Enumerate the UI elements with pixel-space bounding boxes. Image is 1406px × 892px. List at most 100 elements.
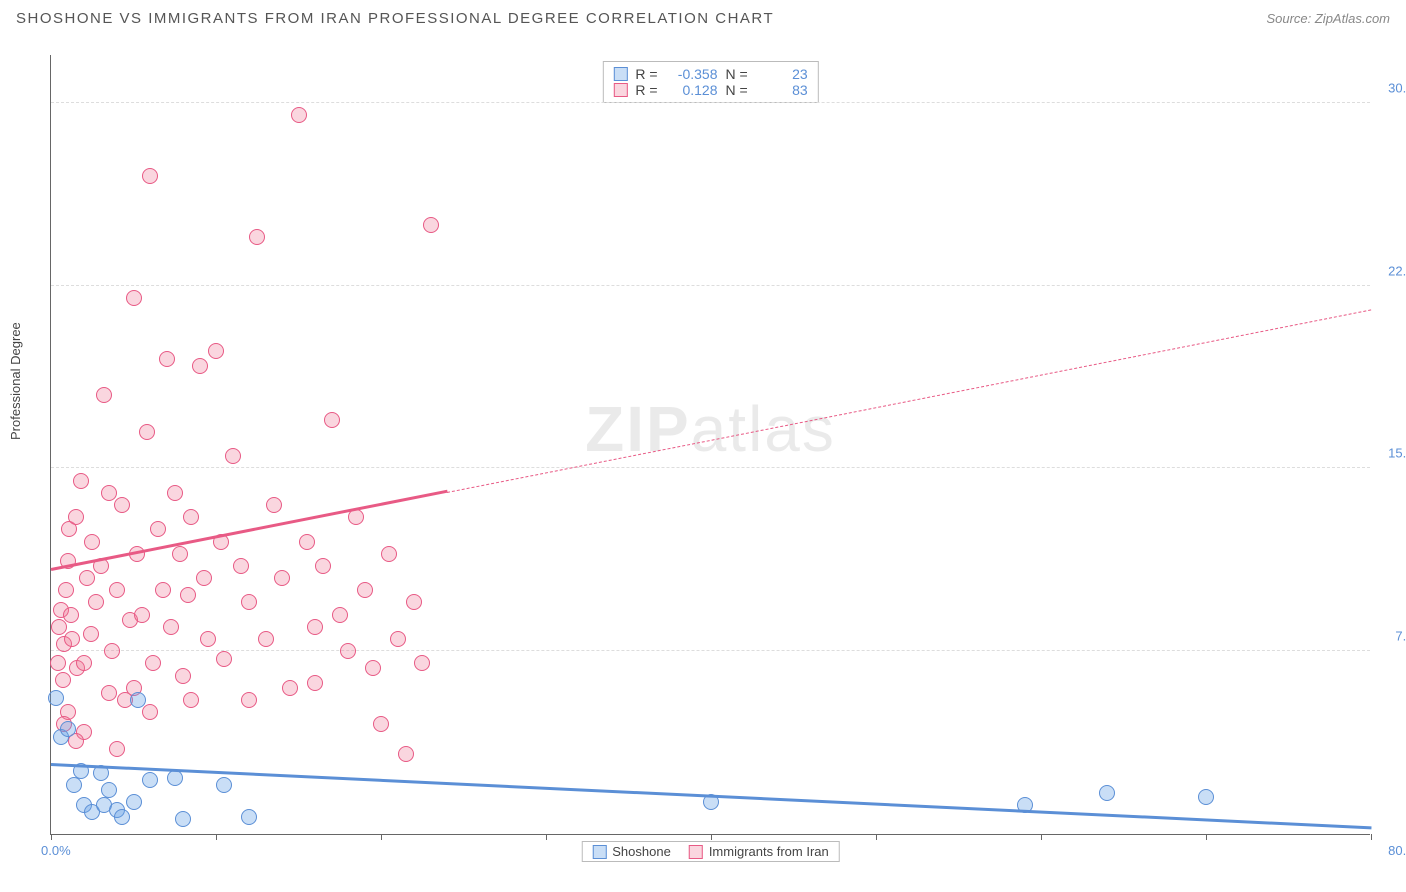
x-tick (216, 834, 217, 840)
data-point (233, 558, 249, 574)
data-point (142, 168, 158, 184)
data-point (63, 607, 79, 623)
data-point (324, 412, 340, 428)
chart-title: SHOSHONE VS IMMIGRANTS FROM IRAN PROFESS… (16, 10, 774, 27)
data-point (390, 631, 406, 647)
x-axis-min-label: 0.0% (41, 843, 71, 858)
data-point (73, 473, 89, 489)
data-point (183, 509, 199, 525)
data-point (167, 485, 183, 501)
data-point (130, 692, 146, 708)
data-point (48, 690, 64, 706)
data-point (126, 794, 142, 810)
swatch-pink-icon (689, 845, 703, 859)
data-point (216, 777, 232, 793)
data-point (208, 343, 224, 359)
data-point (398, 746, 414, 762)
x-tick (546, 834, 547, 840)
data-point (155, 582, 171, 598)
data-point (216, 651, 232, 667)
correlation-legend: R = -0.358 N = 23 R = 0.128 N = 83 (602, 61, 818, 103)
data-point (68, 509, 84, 525)
data-point (104, 643, 120, 659)
data-point (258, 631, 274, 647)
swatch-blue-icon (613, 67, 627, 81)
legend-item-iran: Immigrants from Iran (689, 844, 829, 859)
chart-header: SHOSHONE VS IMMIGRANTS FROM IRAN PROFESS… (0, 0, 1406, 33)
x-tick (1041, 834, 1042, 840)
data-point (142, 704, 158, 720)
data-point (109, 582, 125, 598)
x-tick (381, 834, 382, 840)
data-point (225, 448, 241, 464)
data-point (109, 741, 125, 757)
data-point (139, 424, 155, 440)
x-axis-max-label: 80.0% (1388, 843, 1406, 858)
data-point (60, 721, 76, 737)
data-point (196, 570, 212, 586)
data-point (307, 675, 323, 691)
data-point (159, 351, 175, 367)
data-point (126, 290, 142, 306)
data-point (241, 809, 257, 825)
data-point (88, 594, 104, 610)
y-tick-label: 15.0% (1388, 446, 1406, 461)
data-point (423, 217, 439, 233)
data-point (101, 485, 117, 501)
data-point (150, 521, 166, 537)
x-tick (51, 834, 52, 840)
data-point (50, 655, 66, 671)
gridline (51, 467, 1370, 468)
data-point (373, 716, 389, 732)
data-point (101, 685, 117, 701)
data-point (406, 594, 422, 610)
data-point (241, 594, 257, 610)
data-point (200, 631, 216, 647)
data-point (167, 770, 183, 786)
data-point (83, 626, 99, 642)
data-point (414, 655, 430, 671)
data-point (101, 782, 117, 798)
data-point (84, 534, 100, 550)
data-point (315, 558, 331, 574)
data-point (180, 587, 196, 603)
data-point (365, 660, 381, 676)
legend-item-shoshone: Shoshone (592, 844, 671, 859)
data-point (55, 672, 71, 688)
scatter-chart: ZIPatlas R = -0.358 N = 23 R = 0.128 N =… (50, 55, 1370, 835)
data-point (192, 358, 208, 374)
data-point (266, 497, 282, 513)
data-point (114, 497, 130, 513)
y-tick-label: 22.5% (1388, 263, 1406, 278)
data-point (1198, 789, 1214, 805)
data-point (163, 619, 179, 635)
y-tick-label: 7.5% (1395, 629, 1406, 644)
gridline (51, 102, 1370, 103)
gridline (51, 650, 1370, 651)
swatch-pink-icon (613, 83, 627, 97)
data-point (145, 655, 161, 671)
data-point (381, 546, 397, 562)
data-point (79, 570, 95, 586)
data-point (142, 772, 158, 788)
x-tick (876, 834, 877, 840)
data-point (175, 811, 191, 827)
data-point (282, 680, 298, 696)
data-point (299, 534, 315, 550)
y-tick-label: 30.0% (1388, 80, 1406, 95)
swatch-blue-icon (592, 845, 606, 859)
legend-row-iran: R = 0.128 N = 83 (613, 82, 807, 98)
data-point (183, 692, 199, 708)
data-point (291, 107, 307, 123)
source-attribution: Source: ZipAtlas.com (1266, 11, 1390, 26)
data-point (241, 692, 257, 708)
data-point (76, 655, 92, 671)
data-point (332, 607, 348, 623)
data-point (96, 387, 112, 403)
data-point (64, 631, 80, 647)
gridline (51, 285, 1370, 286)
data-point (340, 643, 356, 659)
data-point (51, 619, 67, 635)
watermark: ZIPatlas (585, 392, 836, 466)
data-point (66, 777, 82, 793)
